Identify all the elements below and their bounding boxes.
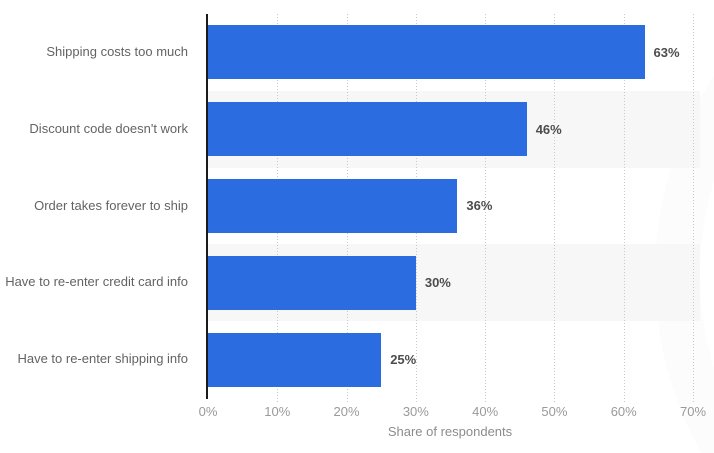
y-axis-line: [206, 14, 208, 399]
x-tick-label: 30%: [402, 404, 429, 419]
category-label: Have to re-enter shipping info: [17, 351, 188, 367]
x-axis-title: Share of respondents: [387, 424, 513, 439]
category-label: Have to re-enter credit card info: [5, 274, 188, 290]
bar-3: [208, 255, 416, 310]
x-tick-label: 50%: [541, 404, 568, 419]
bar-0: [208, 25, 645, 80]
value-label: 46%: [535, 121, 562, 137]
gridline: [485, 14, 486, 402]
category-label: Shipping costs too much: [46, 43, 188, 59]
bar-2: [208, 179, 458, 233]
value-label: 63%: [653, 44, 680, 60]
x-tick-label: 40%: [472, 404, 499, 419]
value-label: 25%: [390, 352, 417, 368]
bar-1: [208, 102, 527, 157]
gridline: [693, 14, 694, 402]
bar-4: [208, 332, 382, 387]
x-tick-label: 0%: [198, 404, 218, 419]
x-tick-label: 10%: [264, 404, 291, 419]
x-tick-label: 70%: [679, 404, 707, 419]
value-label: 36%: [466, 198, 493, 214]
x-tick-label: 60%: [610, 404, 637, 419]
gridline: [554, 14, 555, 402]
x-tick-label: 20%: [333, 404, 360, 419]
value-label: 30%: [424, 275, 451, 291]
gridline: [624, 14, 625, 402]
category-label: Order takes forever to ship: [34, 197, 188, 213]
plot-area: 63% 46% 36% 30% 25%: [208, 14, 700, 402]
category-label: Discount code doesn't work: [29, 120, 188, 136]
